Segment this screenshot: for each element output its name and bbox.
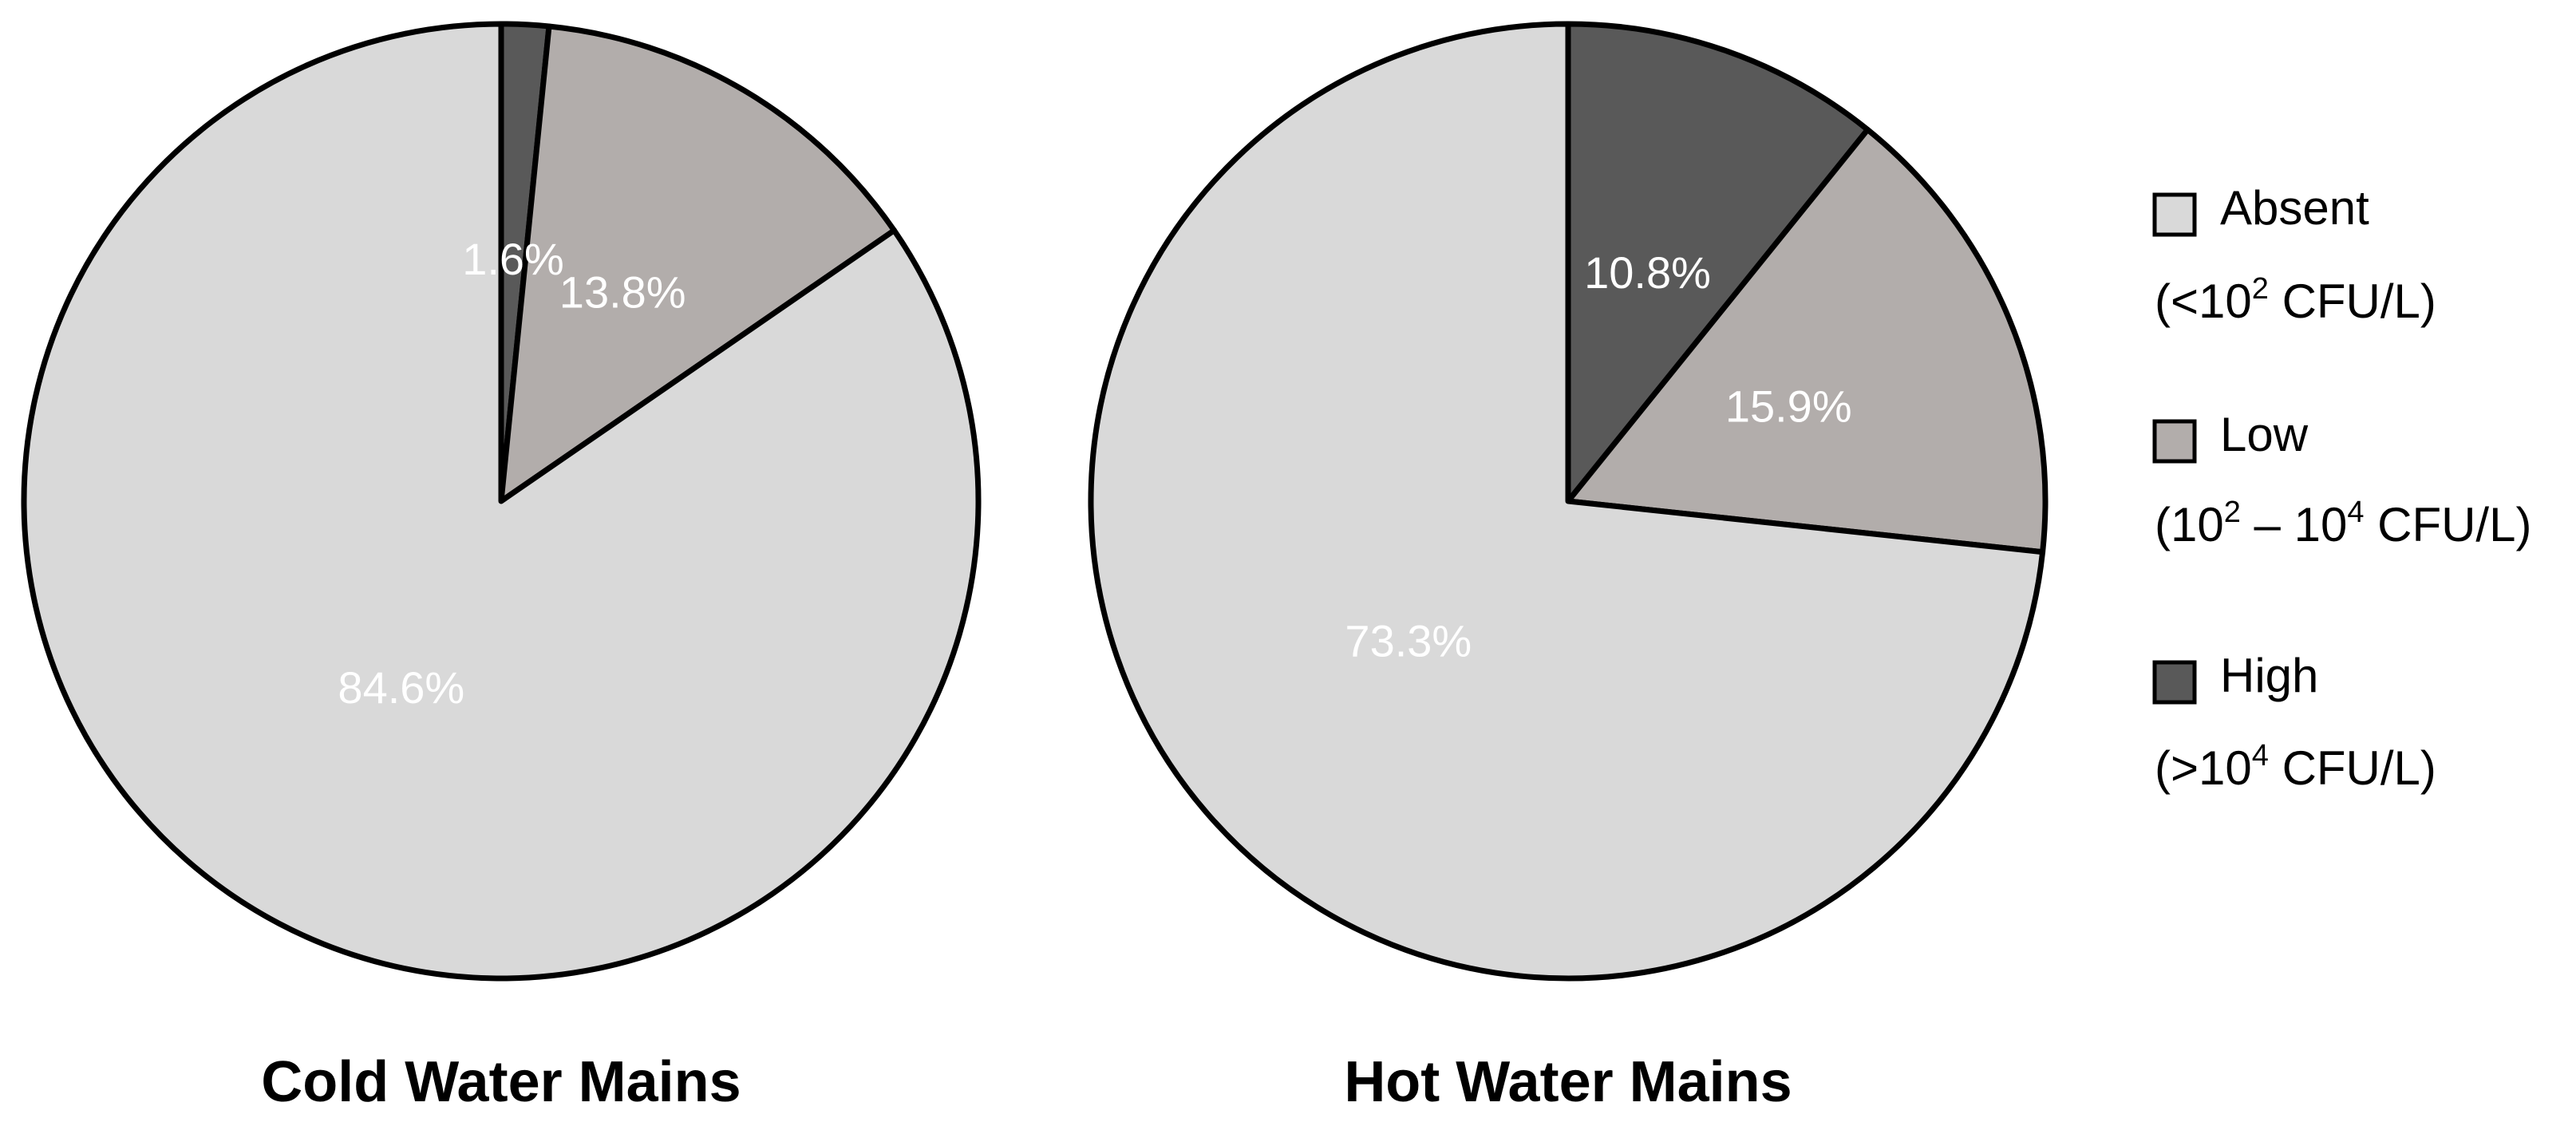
legend-name-high: High (2220, 649, 2318, 702)
hot-water-mains-title: Hot Water Mains (1344, 1050, 1792, 1114)
legend-swatch-absent (2152, 192, 2197, 237)
cold-water-mains-label-high: 1.6% (462, 234, 564, 284)
legend-name-low: Low (2220, 408, 2309, 461)
cold-water-mains-title: Cold Water Mains (261, 1050, 741, 1114)
cold-water-mains-label-absent: 84.6% (338, 662, 464, 713)
cold-water-mains-pie: 1.6%13.8% 84.6% Cold Water Mains (21, 21, 982, 1114)
hot-water-mains-slice-low (1565, 126, 2049, 555)
hot-water-mains-slice-absent (1088, 21, 2046, 982)
cold-water-mains-slice-absent (21, 21, 982, 982)
hot-water-mains-label-low: 15.9% (1725, 381, 1852, 431)
legend-swatch-high (2152, 660, 2197, 705)
hot-water-mains-label-high: 10.8% (1584, 247, 1711, 298)
cold-water-mains-slice-low (498, 23, 897, 504)
hot-water-mains-slice-high (1565, 21, 1871, 504)
legend-name-absent: Absent (2220, 181, 2369, 235)
legend-range-high: (>104 CFU/L) (2155, 739, 2436, 795)
hot-water-mains-pie: 10.8% 15.9% 73.3% Hot Water Mains (1088, 21, 2049, 1114)
cold-water-mains-label-low: 13.8% (559, 267, 686, 317)
hot-water-mains-label-absent: 73.3% (1345, 616, 1472, 666)
legend: Absent (<102 CFU/L) Low (102 – 104 CFU/L) Hi… (2152, 181, 2531, 795)
legend-range-low: (102 – 104 CFU/L) (2155, 496, 2531, 551)
legend-range-absent: (<102 CFU/L) (2155, 272, 2436, 328)
legend-swatch-low (2152, 419, 2197, 464)
